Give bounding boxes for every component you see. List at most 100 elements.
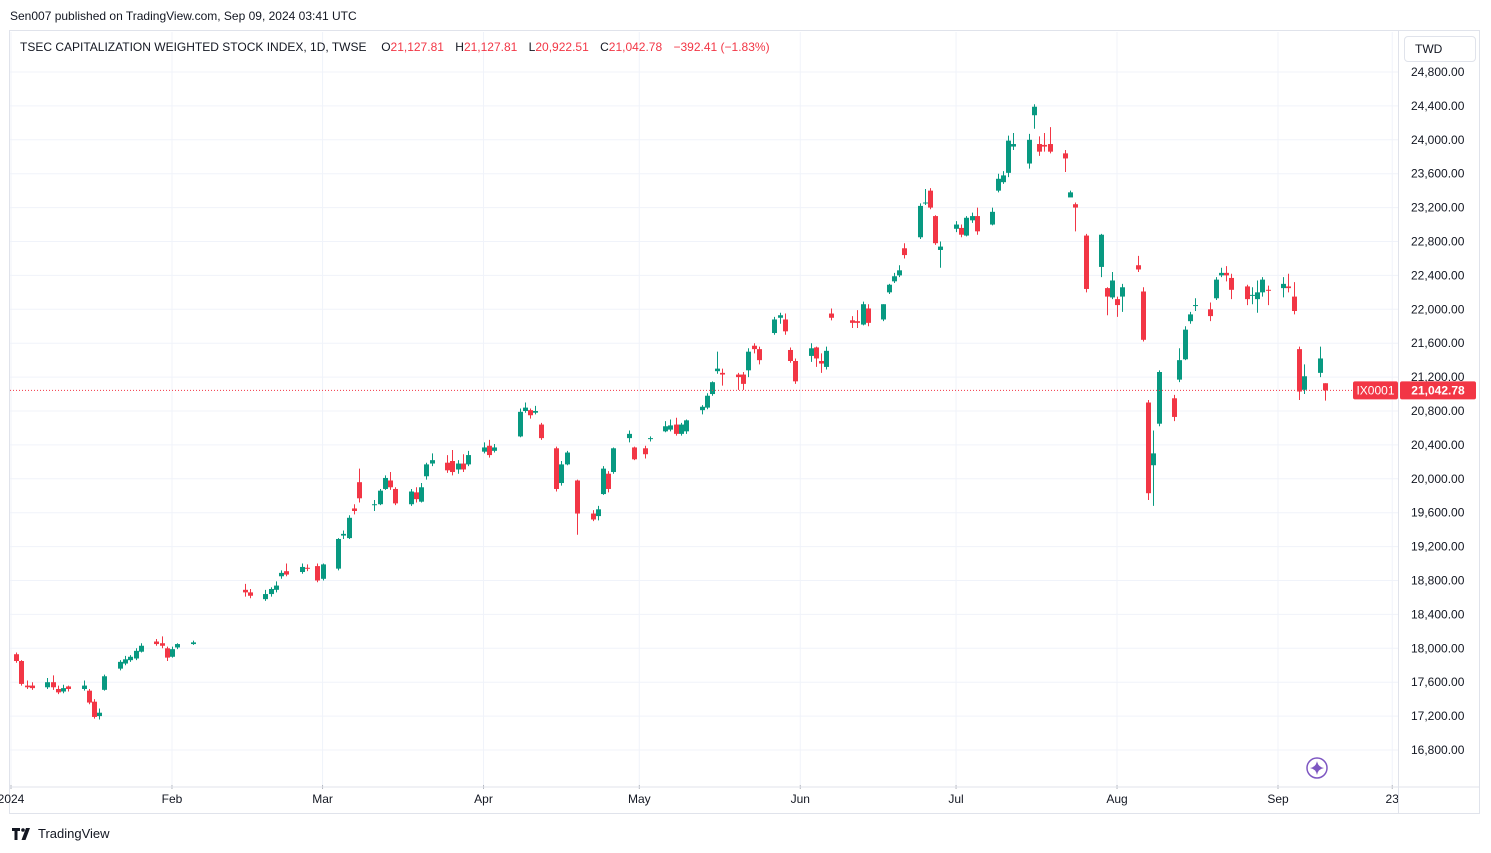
candle-body — [533, 411, 538, 413]
candle-body — [611, 448, 616, 473]
x-tick-label: Aug — [1106, 792, 1127, 806]
candle-body — [25, 685, 30, 688]
candle-body — [814, 347, 819, 359]
candle-body — [684, 420, 689, 432]
tradingview-logo-icon — [12, 827, 30, 840]
candle-body — [1183, 329, 1188, 360]
candle-body — [1048, 144, 1053, 152]
candle-body — [1099, 234, 1104, 267]
y-tick-label: 23,200.00 — [1411, 201, 1465, 215]
candle-body — [897, 270, 902, 276]
candle-body — [1136, 265, 1141, 270]
candle-body — [575, 480, 580, 514]
candle-body — [1011, 144, 1016, 147]
candle-body — [154, 641, 159, 645]
y-tick-label: 24,000.00 — [1411, 133, 1465, 147]
candle-body — [92, 701, 97, 717]
y-tick-label: 24,400.00 — [1411, 99, 1465, 113]
candle-body — [336, 538, 341, 569]
candle-body — [606, 473, 611, 489]
candle-body — [554, 448, 559, 489]
candle-body — [1219, 272, 1224, 276]
candle-body — [450, 461, 455, 473]
candle-body — [970, 216, 975, 221]
candle-body — [772, 319, 777, 334]
candle-body — [591, 513, 596, 520]
candle-body — [1151, 453, 1156, 466]
candle-body — [315, 566, 320, 581]
candle-body — [430, 460, 435, 464]
y-tick-label: 16,800.00 — [1411, 743, 1465, 757]
symbol-tag-bg — [1353, 381, 1398, 400]
candle-body — [518, 411, 523, 437]
candle-body — [279, 572, 284, 577]
candle-body — [887, 284, 892, 293]
candle-body — [938, 246, 943, 250]
candle-body — [663, 426, 668, 432]
candle-body — [996, 178, 1001, 191]
candle-body — [19, 661, 24, 684]
candle-body — [1281, 283, 1286, 289]
candle-body — [923, 202, 928, 204]
candle-body — [990, 211, 995, 225]
candle-body — [321, 564, 326, 579]
candle-body — [523, 407, 528, 411]
footer-brand[interactable]: TradingView — [12, 826, 110, 841]
candle-body — [1255, 292, 1260, 300]
x-tick-label: Apr — [474, 792, 493, 806]
candle-body — [456, 463, 461, 470]
y-tick-label: 19,200.00 — [1411, 540, 1465, 554]
candle-body — [1037, 144, 1042, 152]
candle-body — [388, 480, 393, 488]
symbol-name: TSEC CAPITALIZATION WEIGHTED STOCK INDEX… — [20, 40, 367, 54]
candle-body — [82, 685, 87, 689]
candle-body — [123, 659, 128, 664]
candle-body — [1073, 204, 1078, 208]
candle-body — [419, 487, 424, 502]
candle-body — [341, 533, 346, 536]
candle-body — [1141, 291, 1146, 340]
candle-body — [674, 424, 679, 434]
candle-body — [1146, 402, 1151, 494]
candle-body — [1032, 106, 1037, 116]
candle-body — [975, 216, 980, 232]
candles-group — [14, 104, 1328, 720]
candle-body — [918, 205, 923, 238]
candle-body — [1188, 314, 1193, 322]
candle-body — [746, 351, 751, 371]
candle-body — [45, 682, 50, 688]
sparkle-icon[interactable] — [1306, 757, 1328, 779]
change-value: −392.41 (−1.83%) — [673, 40, 770, 54]
y-tick-label: 21,600.00 — [1411, 336, 1465, 350]
candle-body — [118, 661, 123, 669]
candle-body — [829, 313, 834, 318]
candle-body — [383, 477, 388, 489]
candle-body — [720, 372, 725, 375]
candle-body — [274, 585, 279, 590]
candle-body — [892, 276, 897, 282]
candle-body — [1297, 349, 1302, 392]
candle-body — [466, 455, 471, 465]
candle-body — [445, 462, 450, 471]
candle-body — [1084, 235, 1089, 289]
candle-body — [1266, 289, 1271, 291]
y-tick-label: 18,400.00 — [1411, 607, 1465, 621]
currency-button[interactable]: TWD — [1404, 36, 1476, 62]
candle-body — [902, 248, 907, 256]
candle-body — [51, 682, 56, 688]
y-tick-label: 20,800.00 — [1411, 404, 1465, 418]
candle-body — [128, 656, 133, 661]
y-tick-label: 20,000.00 — [1411, 472, 1465, 486]
candle-body — [170, 649, 175, 657]
candle-body — [160, 643, 165, 646]
candle-body — [632, 447, 637, 460]
candle-body — [959, 227, 964, 235]
candle-body — [596, 509, 601, 517]
candle-body — [414, 492, 419, 500]
x-tick-label: May — [628, 792, 651, 806]
candle-body — [809, 348, 814, 356]
candle-body — [378, 490, 383, 505]
candle-body — [861, 304, 866, 325]
y-tick-label: 17,200.00 — [1411, 709, 1465, 723]
